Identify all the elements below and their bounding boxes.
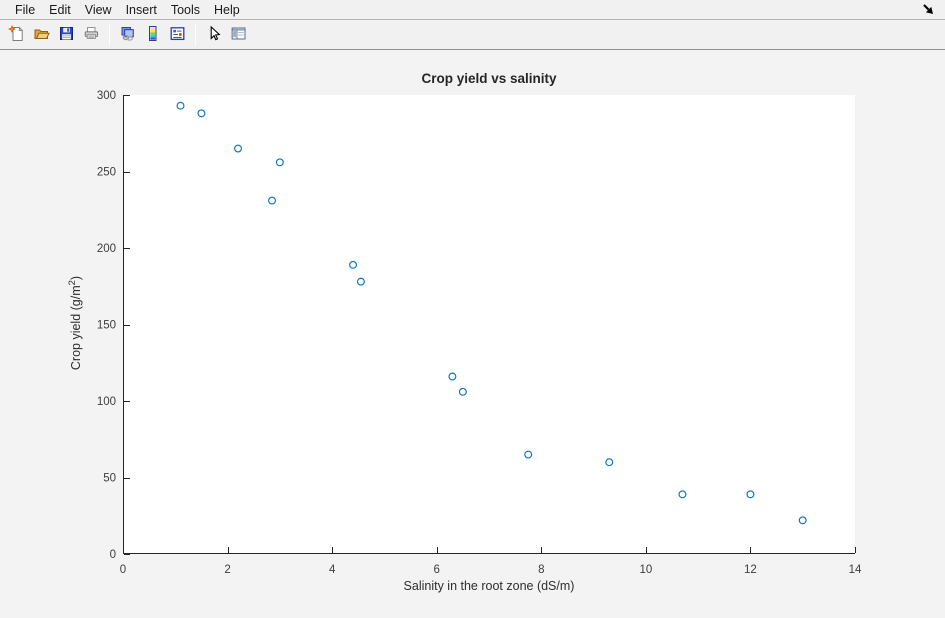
x-tick-label: 14 <box>849 564 862 576</box>
y-axis-label-text: Crop yield (g/m <box>69 285 84 371</box>
new-figure-button[interactable] <box>4 23 29 48</box>
x-axis-label: Salinity in the root zone (dS/m) <box>403 579 575 593</box>
link-plot-icon <box>119 25 137 46</box>
data-point <box>524 450 533 459</box>
menu-file[interactable]: File <box>15 2 36 17</box>
arrow-cursor-icon <box>205 25 223 46</box>
y-tick-label: 0 <box>110 549 116 561</box>
insert-colorbar-button[interactable] <box>140 23 165 48</box>
show-plot-tools-button[interactable] <box>226 23 251 48</box>
y-tick-label: 150 <box>97 320 116 332</box>
x-tick-label: 8 <box>538 564 544 576</box>
y-tick-label: 250 <box>97 167 116 179</box>
data-point <box>605 458 614 467</box>
y-axis-label: Crop yield (g/m2) <box>67 276 83 370</box>
mouse-cursor-icon <box>922 3 936 21</box>
data-point <box>197 109 206 118</box>
data-point <box>176 101 185 110</box>
toolbar-separator <box>109 24 110 46</box>
x-tick-label: 2 <box>224 564 230 576</box>
menu-insert[interactable]: Insert <box>125 2 157 17</box>
x-tick-label: 10 <box>639 564 652 576</box>
y-tick-label: 100 <box>97 396 116 408</box>
plot-canvas[interactable]: 0 2 4 6 8 10 12 14 0 50 100 150 200 250 300 <box>0 51 945 618</box>
data-point <box>234 144 243 153</box>
data-point <box>349 260 358 269</box>
link-plot-button[interactable] <box>115 23 140 48</box>
menu-bar: File Edit View Insert Tools Help <box>0 0 945 20</box>
data-point <box>678 490 687 499</box>
data-point <box>746 490 755 499</box>
plot-background <box>123 95 855 554</box>
save-floppy-icon <box>58 25 76 46</box>
toolbar-separator <box>195 24 196 46</box>
y-axis-label-superscript: 2 <box>66 280 78 286</box>
figure-toolbar <box>0 21 945 50</box>
x-tick-label: 6 <box>434 564 440 576</box>
data-point <box>268 196 276 205</box>
y-tick-label: 200 <box>97 243 116 255</box>
data-point <box>798 516 807 525</box>
x-tick-label: 0 <box>120 564 126 576</box>
menu-edit[interactable]: Edit <box>49 2 71 17</box>
figure-canvas: 0 2 4 6 8 10 12 14 0 50 100 150 200 250 300 Crop yield… <box>0 51 945 618</box>
y-tick-label: 50 <box>103 473 116 485</box>
x-tick-label: 4 <box>329 564 336 576</box>
open-folder-icon <box>33 25 51 46</box>
menu-tools[interactable]: Tools <box>170 2 201 17</box>
printer-icon <box>83 25 101 46</box>
data-point <box>275 158 284 167</box>
print-figure-button[interactable] <box>79 23 104 48</box>
colorbar-icon <box>144 25 162 46</box>
legend-icon <box>169 25 187 46</box>
data-point <box>356 277 365 286</box>
y-axis-label-text: ) <box>69 275 84 281</box>
edit-plot-button[interactable] <box>201 23 226 48</box>
plot-tools-panel-icon <box>230 25 248 46</box>
open-file-button[interactable] <box>29 23 54 48</box>
new-document-icon <box>7 24 26 46</box>
plot-title: Crop yield vs salinity <box>421 71 557 86</box>
data-point <box>458 387 467 396</box>
insert-legend-button[interactable] <box>165 23 190 48</box>
menu-view[interactable]: View <box>84 2 112 17</box>
y-tick-label: 300 <box>97 90 116 102</box>
menu-help[interactable]: Help <box>214 2 240 17</box>
x-tick-label: 12 <box>744 564 757 576</box>
save-figure-button[interactable] <box>54 23 79 48</box>
data-point <box>448 372 457 381</box>
